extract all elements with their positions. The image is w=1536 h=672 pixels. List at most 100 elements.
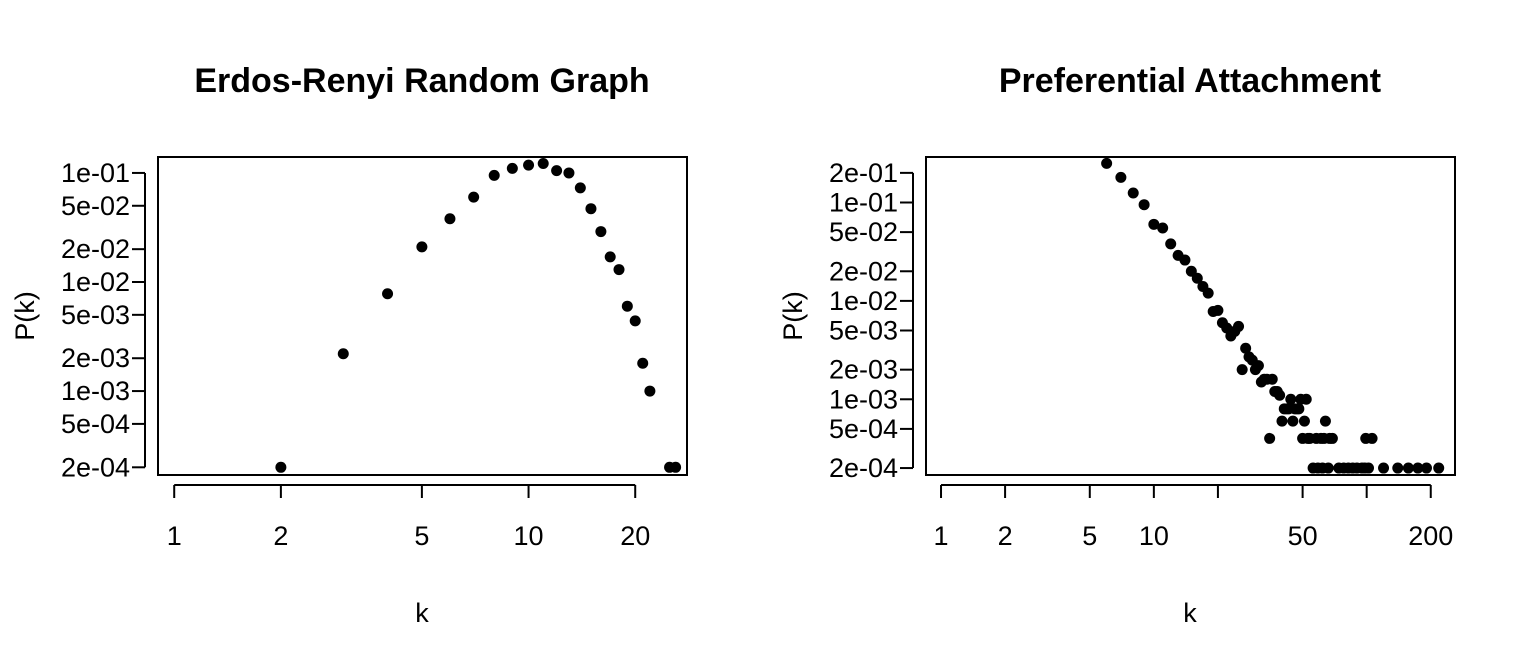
data-point — [1138, 199, 1150, 211]
data-point — [574, 182, 586, 194]
data-point — [1127, 187, 1139, 199]
data-point — [1274, 389, 1286, 401]
data-point — [1240, 342, 1252, 354]
data-point — [1298, 415, 1310, 427]
data-point — [1293, 403, 1305, 415]
data-point — [604, 251, 616, 263]
y-tick-label: 5e-04 — [829, 414, 898, 444]
y-tick-label: 5e-04 — [61, 409, 130, 439]
data-point — [468, 191, 480, 203]
data-point — [382, 288, 394, 300]
y-tick-label: 5e-03 — [829, 316, 898, 346]
data-point — [1319, 415, 1331, 427]
data-point — [1326, 432, 1338, 444]
y-tick-label: 1e-02 — [61, 267, 130, 297]
data-point — [1252, 360, 1264, 372]
x-axis-label: k — [1183, 598, 1197, 628]
data-point — [1157, 222, 1169, 234]
data-point — [1300, 393, 1312, 405]
data-point — [637, 357, 649, 369]
x-axis: 1 2 5 10 50 200 — [934, 484, 1453, 551]
chart-title: Erdos-Renyi Random Graph — [194, 62, 649, 100]
y-tick-label: 2e-01 — [829, 158, 898, 188]
x-tick-label: 1 — [934, 521, 949, 551]
data-point — [416, 241, 428, 253]
data-point — [1233, 320, 1245, 332]
plot-frame — [157, 156, 688, 476]
chart-title: Preferential Attachment — [999, 62, 1381, 100]
y-tick-label: 5e-02 — [61, 191, 130, 221]
data-points — [1101, 157, 1445, 474]
y-tick-label: 2e-02 — [61, 234, 130, 264]
data-point — [488, 169, 500, 181]
y-tick-label: 2e-03 — [829, 355, 898, 385]
data-points — [275, 158, 682, 473]
data-point — [1236, 364, 1248, 376]
data-point — [1266, 373, 1278, 385]
x-axis-label: k — [415, 598, 429, 628]
x-tick-label: 50 — [1288, 521, 1318, 551]
x-tick-label: 10 — [1139, 521, 1169, 551]
plot-frame — [925, 156, 1456, 476]
data-point — [1191, 272, 1203, 284]
data-point — [1287, 415, 1299, 427]
data-point — [1165, 238, 1177, 250]
data-point — [1402, 462, 1414, 474]
y-tick-label: 5e-03 — [61, 300, 130, 330]
data-point — [444, 213, 456, 225]
data-point — [1285, 393, 1297, 405]
y-axis-label: P(k) — [10, 291, 40, 341]
data-point — [1392, 462, 1404, 474]
data-point — [1363, 462, 1375, 474]
data-point — [1212, 304, 1224, 316]
y-axis-label: P(k) — [778, 291, 808, 341]
data-point — [506, 162, 518, 174]
panel-erdos-renyi: Erdos-Renyi Random Graph 1 2 5 10 20 1e-015e… — [10, 62, 688, 628]
panel-preferential-attachment: Preferential Attachment 1 2 5 10 50 200 2e-01… — [778, 62, 1456, 628]
x-tick-label: 200 — [1408, 521, 1453, 551]
data-point — [1366, 432, 1378, 444]
data-point — [1202, 287, 1214, 299]
data-point — [595, 226, 607, 238]
data-point — [563, 167, 575, 179]
data-point — [621, 300, 633, 312]
y-tick-label: 5e-02 — [829, 217, 898, 247]
y-tick-label: 1e-01 — [61, 158, 130, 188]
data-point — [1433, 462, 1445, 474]
y-tick-label: 2e-04 — [829, 453, 898, 483]
data-point — [670, 461, 682, 473]
data-point — [275, 461, 287, 473]
x-tick-label: 10 — [514, 521, 544, 551]
data-point — [613, 264, 625, 276]
data-point — [337, 348, 349, 360]
data-point — [523, 159, 535, 171]
y-tick-label: 1e-02 — [829, 286, 898, 316]
data-point — [1420, 462, 1432, 474]
data-point — [537, 158, 549, 170]
x-axis: 1 2 5 10 20 — [167, 484, 650, 551]
data-point — [1148, 218, 1160, 230]
data-point — [1115, 171, 1127, 183]
data-point — [629, 315, 641, 327]
data-point — [1179, 254, 1191, 266]
x-tick-label: 5 — [414, 521, 429, 551]
data-point — [585, 203, 597, 215]
x-tick-label: 5 — [1082, 521, 1097, 551]
x-tick-label: 20 — [620, 521, 650, 551]
data-point — [644, 385, 656, 397]
data-point — [1101, 157, 1113, 169]
y-tick-label: 1e-03 — [61, 376, 130, 406]
data-point — [551, 165, 563, 177]
data-point — [1378, 462, 1390, 474]
data-point — [1322, 462, 1334, 474]
y-tick-label: 1e-03 — [829, 384, 898, 414]
y-tick-label: 1e-01 — [829, 187, 898, 217]
data-point — [1412, 462, 1424, 474]
y-tick-label: 2e-02 — [829, 256, 898, 286]
x-tick-label: 2 — [273, 521, 288, 551]
x-tick-label: 1 — [167, 521, 182, 551]
x-tick-label: 2 — [998, 521, 1013, 551]
